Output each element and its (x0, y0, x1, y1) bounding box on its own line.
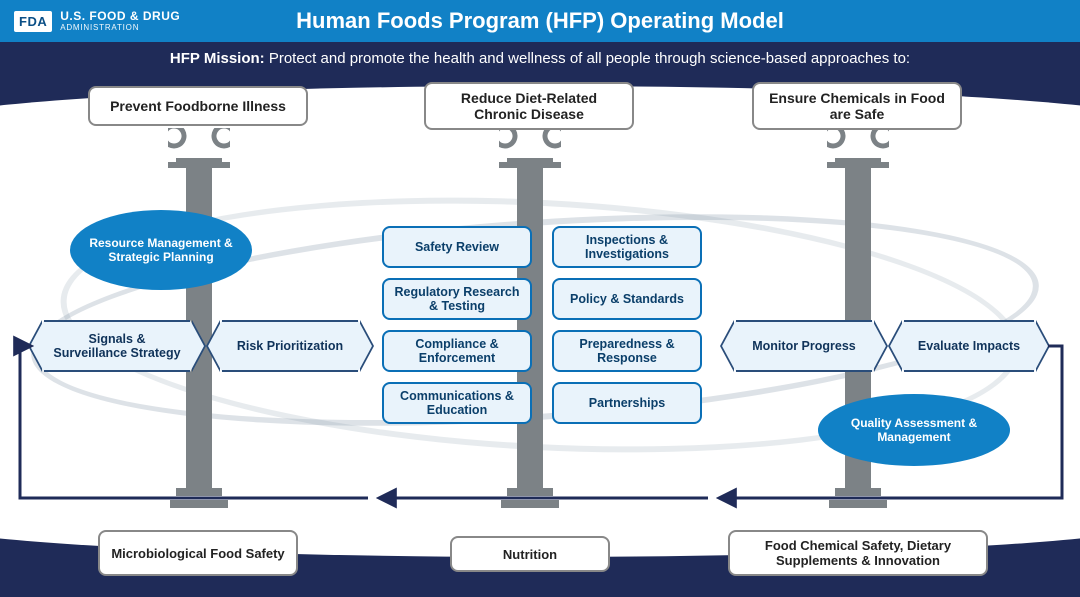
feedback-arrows (0, 0, 1080, 597)
diagram-stage: FDA U.S. FOOD & DRUG ADMINISTRATION Huma… (0, 0, 1080, 597)
